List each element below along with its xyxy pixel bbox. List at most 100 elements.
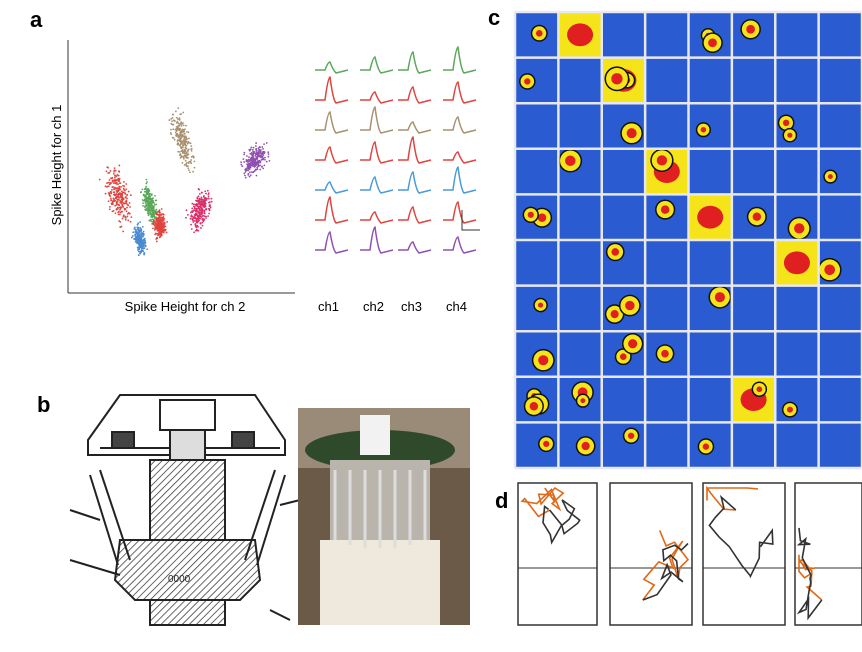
scatter-dot <box>191 211 194 214</box>
scatter-dot <box>139 230 142 233</box>
scatter-dot <box>116 206 119 209</box>
scatter-dot <box>134 233 137 236</box>
scatter-dot <box>123 181 125 183</box>
scatter-dot <box>201 198 204 201</box>
scatter-dot <box>204 202 207 205</box>
scatter-dot <box>169 131 172 134</box>
scatter-dot <box>155 220 158 222</box>
scatter-dot <box>150 213 153 216</box>
scatter-dot <box>155 208 158 211</box>
scatter-dot <box>118 206 121 209</box>
scatter-dot <box>192 209 195 212</box>
scatter-dot <box>245 159 248 161</box>
scatter-dot <box>137 230 140 233</box>
scatter-dot <box>139 237 142 240</box>
scatter-dot <box>146 181 148 184</box>
scatter-dot <box>249 174 252 177</box>
trajectories <box>517 482 862 626</box>
scatter-dot <box>253 157 255 160</box>
scatter-dot <box>141 188 144 191</box>
scatter-dot <box>185 163 188 165</box>
scatter-dot <box>203 206 205 208</box>
scatter-dot <box>182 122 184 124</box>
scatter-dot <box>180 147 183 150</box>
scatter-dot <box>188 169 190 172</box>
scatter-dot <box>256 161 259 164</box>
scatter-dot <box>158 233 161 236</box>
scatter-dot <box>267 155 270 158</box>
scatter-dot <box>113 167 116 170</box>
scatter-dot <box>122 198 125 201</box>
scatter-dot <box>139 240 142 243</box>
scatter-dot <box>151 205 154 207</box>
scatter-dot <box>205 215 207 218</box>
scatter-dot <box>179 150 181 153</box>
scatter-dot <box>247 173 250 176</box>
scatter-dot <box>154 227 157 230</box>
scatter-dot <box>109 195 112 198</box>
scatter-dot <box>203 212 206 215</box>
scatter-dot <box>186 130 188 133</box>
scatter-dot <box>205 207 208 210</box>
scatter-dot <box>251 160 254 163</box>
scatter-dot <box>145 193 148 196</box>
scatter-dot <box>137 232 139 235</box>
scatter-dot <box>188 160 191 163</box>
scatter-dot <box>173 138 176 141</box>
scatter-dot <box>203 209 206 212</box>
scatter-dot <box>117 187 120 189</box>
scatter-dot <box>251 156 254 159</box>
scatter-dot <box>106 166 109 169</box>
scatter-dot <box>131 235 134 237</box>
scatter-dot <box>185 144 188 147</box>
scatter-dot <box>159 211 161 214</box>
scatter-dot <box>143 190 146 193</box>
scatter-dot <box>155 222 157 225</box>
scatter-dot <box>135 238 138 241</box>
scatter-dot <box>183 164 186 166</box>
scatter-dot <box>115 193 118 196</box>
waveform <box>443 236 477 254</box>
scatter-dot <box>149 218 152 221</box>
arena <box>609 482 693 626</box>
scatter-dot <box>108 171 111 174</box>
scatter-dot <box>125 210 128 213</box>
scatter-dot <box>115 201 118 204</box>
scatter-dot <box>140 242 142 245</box>
scatter-dot <box>198 209 201 211</box>
scatter-dot <box>257 155 259 157</box>
scatter-dot <box>140 250 143 252</box>
scatter-dot <box>187 131 190 134</box>
scatter-dot <box>200 227 202 229</box>
scatter-dot <box>199 222 202 225</box>
scatter-dot <box>177 143 179 146</box>
scatter-dot <box>150 194 153 196</box>
waveform <box>398 171 432 194</box>
scatter-dot <box>153 217 156 220</box>
scatter-dot <box>186 153 189 156</box>
scatter-dot <box>162 222 165 224</box>
scatter-dot <box>110 203 113 206</box>
scatter-dot <box>146 212 149 215</box>
field-blob <box>794 223 805 234</box>
scatter-dot <box>205 192 207 195</box>
scatter-dot <box>261 146 264 148</box>
field-blob <box>824 264 836 276</box>
scatter-dot <box>116 199 119 201</box>
scatter-dot <box>145 195 147 197</box>
scatter-dot <box>159 222 162 225</box>
field-blob <box>756 386 763 393</box>
scatter-dot <box>259 146 261 149</box>
scatter-dot <box>124 218 127 221</box>
scatter-dot <box>190 145 193 147</box>
scatter-dot <box>255 142 258 144</box>
scatter-dot <box>152 201 154 204</box>
scatter-dot <box>142 202 144 205</box>
scatter-dot <box>193 207 196 210</box>
scatter-dot <box>149 198 151 201</box>
svg-text:0000: 0000 <box>168 574 191 585</box>
scatter-dot <box>160 208 163 210</box>
scatter-dot <box>110 199 113 201</box>
scatter-dot <box>119 226 122 228</box>
scatter-dot <box>118 213 121 216</box>
